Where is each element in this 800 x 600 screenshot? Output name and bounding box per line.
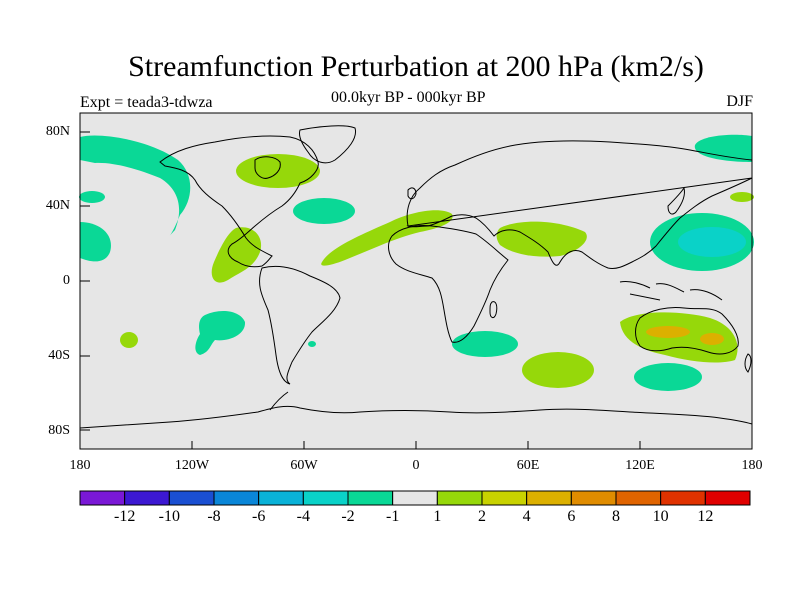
period-label: 00.0kyr BP - 000kyr BP [331,89,486,106]
coast-indonesia [619,281,723,301]
colorbar-swatch [302,490,349,506]
anomaly-small-south-pacific [120,332,138,348]
anomaly-southern-africa [452,331,518,357]
colorbar-swatch [168,490,215,506]
coast-south-america [259,265,341,385]
colorbar-swatch [704,490,751,506]
coast-greenland [299,125,357,164]
colorbar-swatch [481,490,528,506]
colorbar-swatch [347,490,394,506]
anomaly-south-pacific [195,310,246,355]
experiment-label: Expt = teada3-tdwza [80,94,213,111]
coast-eurasia [406,140,753,269]
anomaly-small-east [730,192,754,202]
colorbar-swatch [570,490,617,506]
coast-antarctica [79,405,753,429]
colorbar-label: 2 [478,508,486,525]
colorbar-swatch [258,490,304,506]
coast-japan [667,186,685,215]
coast-hudson-bay [254,156,281,179]
colorbar-label: 12 [697,508,714,525]
lon-label-60e: 60E [516,458,540,473]
lon-label-180w: 180 [69,458,91,473]
coastlines [79,125,753,429]
map-background [80,113,752,449]
colorbar-label: 4 [522,508,531,525]
colorbar-swatch [124,490,170,506]
colorbar-label: -10 [158,508,180,525]
coast-africa [388,225,509,343]
lon-label-0: 0 [412,458,420,473]
chart-title: Streamfunction Perturbation at 200 hPa (… [128,50,704,83]
anomaly-south-australia-ocean [634,363,702,391]
colorbar-label: 1 [433,508,442,525]
coast-madagascar [489,301,498,319]
lon-label-120e: 120E [625,458,655,473]
lat-label-40s: 40S [48,348,70,363]
colorbar-swatch [436,490,483,506]
coast-australia [635,307,739,355]
anomaly-small-argentina [308,341,316,347]
colorbar-label: -12 [113,508,136,525]
lat-label-40n: 40N [45,198,70,213]
anomaly-west-pacific-inner [678,227,746,257]
colorbar [79,490,751,506]
anomaly-north-atlantic [293,198,355,224]
colorbar-swatch [79,490,126,506]
axis-ticks [80,131,641,449]
colorbar-label: -1 [385,508,400,525]
colorbar-swatch [660,490,706,506]
colorbar-swatch [526,490,572,506]
colorbar-label: 8 [612,508,620,525]
coast-new-zealand [744,353,752,373]
colorbar-swatch [392,490,438,506]
anomaly-small-pacific [79,191,105,203]
anomaly-arabia-india [496,221,587,257]
anomaly-central-pacific [80,222,111,262]
colorbar-swatch [213,490,260,506]
colorbar-swatch [615,490,662,506]
lat-label-0: 0 [63,273,70,288]
anomaly-australia-core [646,326,690,338]
coast-antarctic-peninsula [269,391,289,411]
colorbar-label: 10 [652,508,669,525]
colorbar-label: -6 [251,508,266,525]
lon-label-120w: 120W [174,458,210,473]
anomaly-southern-indian [522,352,594,388]
lat-label-80s: 80S [48,423,70,438]
lon-label-180e: 180 [741,458,763,473]
colorbar-label: -2 [341,508,355,525]
colorbar-label: -4 [296,508,310,525]
anomaly-arctic [694,134,752,162]
anomaly-australia-core-2 [700,333,724,345]
coast-uk [407,187,417,200]
lat-label-80n: 80N [45,124,70,139]
anomaly-north-pacific [80,135,191,237]
coast-north-america [159,135,319,268]
colorbar-label: -8 [207,508,221,525]
lon-label-60w: 60W [290,458,318,473]
season-label: DJF [726,93,753,110]
colorbar-label: 6 [567,508,576,525]
